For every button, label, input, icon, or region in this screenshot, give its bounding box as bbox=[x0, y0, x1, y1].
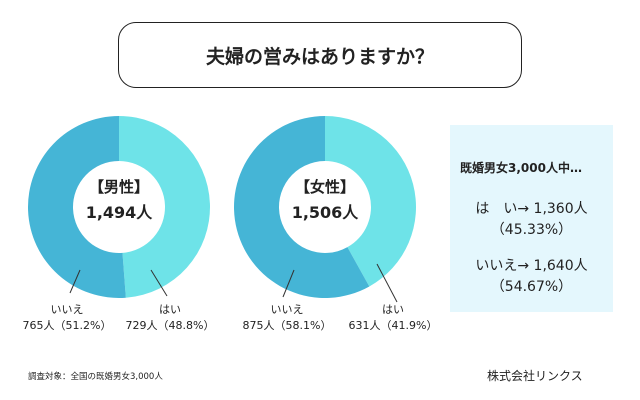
summary-heading: 既婚男女3,000人中… bbox=[460, 161, 582, 175]
chart-title: 夫婦の営みはありますか？ bbox=[118, 22, 522, 88]
slice-yes-0 bbox=[119, 116, 211, 298]
slice-label: はい bbox=[159, 303, 181, 316]
summary-no-pct: （54.67%） bbox=[490, 279, 573, 295]
slice-value: 765人（51.2%） bbox=[23, 319, 112, 332]
slice-label: いいえ bbox=[271, 303, 304, 316]
center-total: 1,506人 bbox=[292, 203, 360, 222]
center-label: 【女性】 bbox=[295, 178, 355, 196]
slice-no-1 bbox=[234, 116, 370, 299]
company-name: 株式会社リンクス bbox=[487, 369, 583, 383]
title-text: 夫婦の営みはありますか？ bbox=[205, 45, 434, 68]
leader-line bbox=[150, 269, 168, 297]
center-label: 【男性】 bbox=[89, 178, 149, 196]
leader-line bbox=[376, 263, 398, 303]
slice-label: いいえ bbox=[51, 303, 84, 316]
summary-no: いいえ→ 1,640人 bbox=[475, 258, 588, 274]
slice-yes-1 bbox=[325, 116, 416, 287]
summary-yes-pct: （45.33%） bbox=[490, 222, 573, 238]
slice-value: 631人（41.9%） bbox=[349, 319, 438, 332]
slice-value: 875人（58.1%） bbox=[243, 319, 332, 332]
center-total: 1,494人 bbox=[86, 203, 154, 222]
slice-no-0 bbox=[28, 116, 126, 298]
summary-box: 既婚男女3,000人中… は い→ 1,360人 （45.33%） いいえ→ 1… bbox=[450, 125, 613, 312]
leader-line bbox=[282, 269, 295, 298]
survey-note: 調査対象：全国の既婚男女3,000人 bbox=[28, 372, 163, 382]
slice-label: はい bbox=[382, 303, 404, 316]
slice-value: 729人（48.8%） bbox=[126, 319, 215, 332]
summary-yes: は い→ 1,360人 bbox=[475, 201, 588, 217]
leader-line bbox=[69, 269, 81, 294]
